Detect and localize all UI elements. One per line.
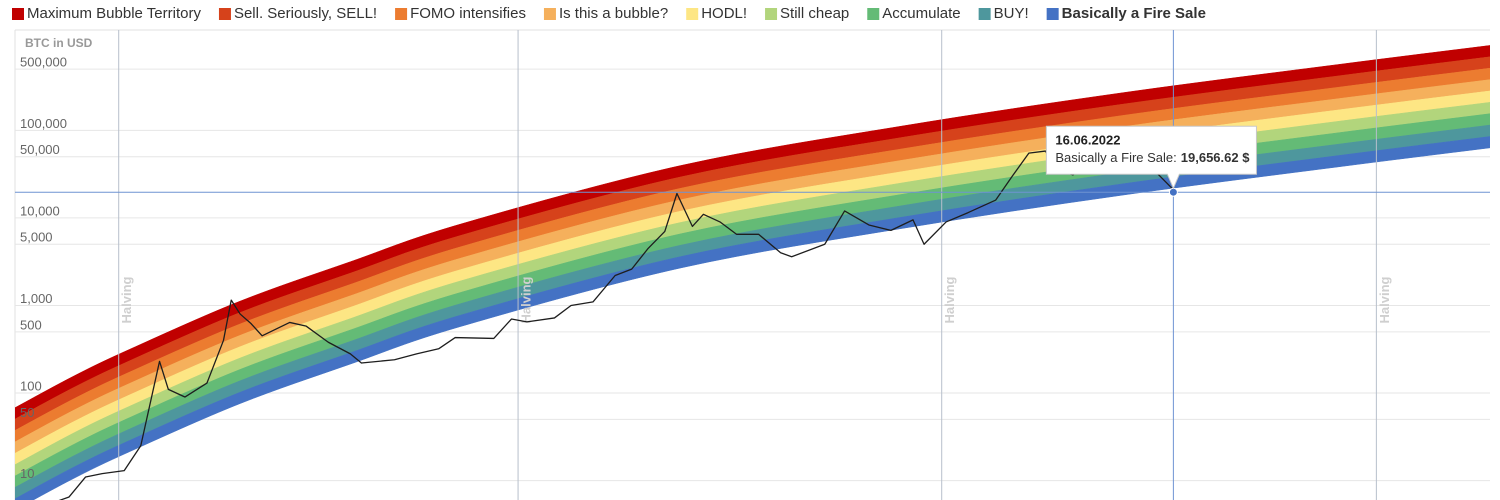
halving-label: Halving	[942, 276, 957, 323]
tooltip-box	[1045, 125, 1257, 190]
legend-entry[interactable]: BUY!	[994, 5, 1029, 22]
legend-swatch	[218, 8, 231, 20]
y-tick-label: 500	[20, 317, 42, 332]
legend-entry[interactable]: FOMO intensifies	[410, 5, 526, 22]
legend-swatch	[12, 8, 24, 20]
price-line	[58, 146, 1174, 500]
y-tick-label: 100,000	[20, 116, 67, 131]
legend-swatch	[978, 8, 991, 20]
y-axis-title: BTC in USD	[25, 36, 93, 50]
legend-entry[interactable]: HODL!	[701, 5, 747, 22]
y-tick-label: 50,000	[20, 142, 60, 157]
legend-entry[interactable]: Sell. Seriously, SELL!	[234, 5, 377, 22]
y-tick-label: 10,000	[20, 203, 60, 218]
rainbow-band	[15, 136, 1490, 500]
legend-swatch	[867, 8, 880, 20]
tooltip-value: 19,656.62 $	[1181, 151, 1250, 166]
legend-entry[interactable]: Still cheap	[780, 5, 849, 22]
legend-entry[interactable]: Accumulate	[882, 5, 960, 22]
axis-labels: BTC in USD 500,000 100,000 50,000 10,000 5,0…	[20, 36, 93, 481]
legend-entry[interactable]: Maximum Bubble Territory	[27, 5, 201, 22]
legend-entry[interactable]: Is this a bubble?	[559, 5, 668, 22]
legend-swatch	[395, 8, 408, 20]
y-tick-label: 50	[20, 405, 34, 420]
y-tick-label: 100	[20, 378, 42, 393]
legend: Maximum Bubble Territory Sell. Seriously,…	[12, 5, 1206, 22]
legend-entry[interactable]: Basically a Fire Sale	[1062, 5, 1206, 22]
y-tick-label: 5,000	[20, 230, 53, 245]
tooltip: 16.06.2022 Basically a Fire Sale: 19,656.6…	[15, 30, 1490, 500]
halving-label: Halving	[519, 276, 534, 323]
y-tick-label: 10	[20, 466, 34, 481]
legend-swatch	[1046, 8, 1059, 20]
y-tick-label: 1,000	[20, 291, 53, 306]
legend-swatch	[765, 8, 778, 20]
legend-swatch	[686, 8, 699, 20]
legend-swatch	[543, 8, 556, 20]
tooltip-date: 16.06.2022	[1055, 133, 1120, 148]
plot-area: Halving Halving Halving Halving	[15, 30, 1490, 500]
halving-label: Halving	[1377, 276, 1392, 323]
tooltip-line: Basically a Fire Sale: 19,656.62 $	[1055, 151, 1250, 166]
halving-label: Halving	[119, 276, 134, 323]
y-tick-label: 500,000	[20, 55, 67, 70]
tooltip-series: Basically a Fire Sale:	[1055, 151, 1176, 166]
